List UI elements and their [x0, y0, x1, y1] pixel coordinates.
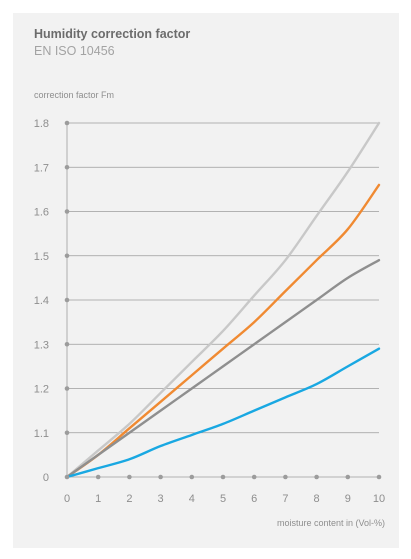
y-tick-label: 1.1	[34, 428, 49, 440]
x-axis-marker	[95, 474, 101, 480]
y-tick-label: 1.4	[34, 295, 49, 307]
x-tick-label: 5	[220, 493, 226, 505]
chart-card: Humidity correction factor EN ISO 10456 …	[13, 13, 399, 548]
x-axis-marker	[283, 474, 288, 480]
line-chart: correction factor Fm moisture content in…	[34, 90, 385, 528]
y-axis-marker	[64, 474, 70, 480]
y-tick-label: 0	[43, 472, 49, 484]
series-line-1	[65, 121, 381, 479]
x-axis-marker	[127, 474, 132, 480]
y-axis-marker	[64, 253, 70, 259]
x-axis-marker	[251, 474, 257, 480]
y-axis-marker	[64, 209, 70, 214]
y-tick-label: 1.7	[34, 162, 49, 174]
y-axis-label: correction factor Fm	[34, 90, 114, 100]
x-axis-marker	[376, 474, 382, 480]
tick-labels: 0 1.1 1.2 1.3 1.4 1.5 1.6 1.7 1.8 0 1 2 3 4 5 6 7 8 9 10	[34, 118, 385, 505]
y-tick-label: 1.6	[34, 207, 49, 219]
y-axis-marker	[64, 386, 70, 391]
x-axis-marker	[158, 474, 163, 480]
y-tick-label: 1.2	[34, 384, 49, 396]
y-axis-marker	[64, 120, 70, 126]
y-axis-marker	[64, 341, 70, 347]
series-line-4	[65, 347, 381, 479]
x-tick-label: 7	[282, 493, 288, 505]
x-axis-marker	[189, 474, 195, 480]
x-tick-label: 4	[189, 493, 195, 505]
x-tick-label: 3	[158, 493, 164, 505]
x-axis-marker	[345, 474, 351, 480]
axis-markers	[64, 120, 382, 480]
series-line-3	[65, 258, 381, 479]
x-tick-label: 1	[95, 493, 101, 505]
x-tick-label: 10	[373, 493, 385, 505]
chart-subtitle: EN ISO 10456	[34, 44, 115, 58]
x-axis-label: moisture content in (Vol-%)	[277, 518, 385, 528]
y-tick-label: 1.3	[34, 339, 49, 351]
x-tick-label: 0	[64, 493, 70, 505]
x-tick-label: 9	[345, 493, 351, 505]
series-lines	[65, 121, 381, 479]
y-axis-marker	[64, 164, 70, 170]
y-tick-label: 1.5	[34, 251, 49, 263]
x-axis-marker	[220, 474, 226, 480]
y-tick-label: 1.8	[34, 118, 49, 130]
chart-title: Humidity correction factor	[34, 27, 191, 41]
y-axis-marker	[64, 430, 70, 436]
x-tick-label: 8	[314, 493, 320, 505]
x-axis-marker	[314, 474, 319, 480]
series-line-2	[65, 183, 381, 479]
y-axis-marker	[64, 297, 70, 303]
x-tick-label: 6	[251, 493, 257, 505]
x-tick-label: 2	[126, 493, 132, 505]
